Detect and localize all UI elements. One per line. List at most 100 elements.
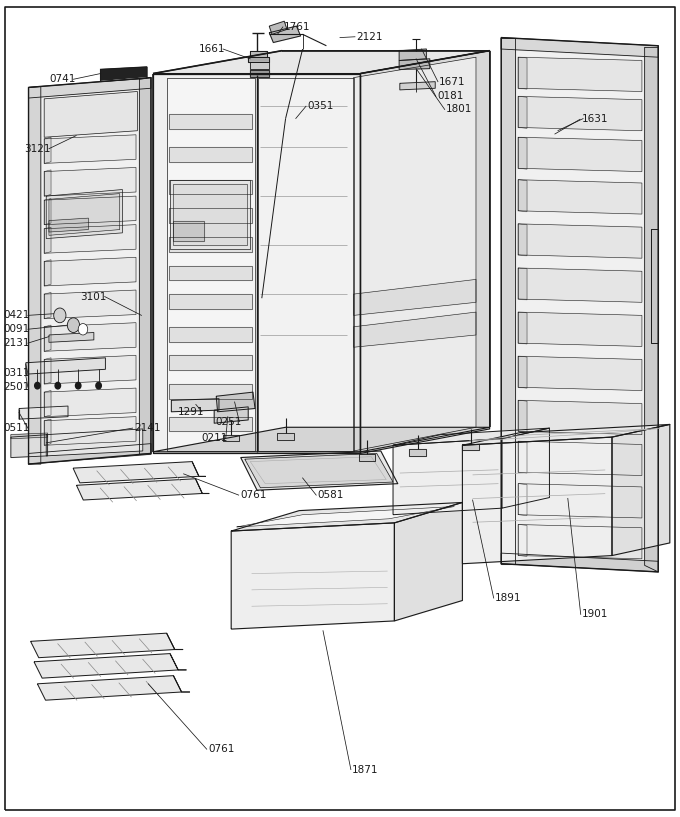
- Text: 0421: 0421: [3, 310, 30, 320]
- Polygon shape: [250, 62, 269, 69]
- Polygon shape: [44, 417, 136, 445]
- Text: 1631: 1631: [581, 114, 608, 124]
- Polygon shape: [612, 425, 670, 556]
- Polygon shape: [153, 74, 360, 453]
- Text: 2501: 2501: [3, 382, 30, 392]
- Polygon shape: [169, 208, 252, 223]
- Polygon shape: [214, 407, 248, 423]
- Polygon shape: [354, 57, 476, 451]
- Polygon shape: [231, 523, 394, 629]
- Polygon shape: [245, 453, 393, 488]
- Polygon shape: [518, 525, 642, 559]
- Polygon shape: [250, 51, 267, 57]
- Text: 0351: 0351: [307, 101, 334, 111]
- Polygon shape: [169, 147, 252, 162]
- Polygon shape: [77, 479, 203, 500]
- Polygon shape: [11, 435, 48, 458]
- Polygon shape: [44, 170, 51, 196]
- Polygon shape: [169, 237, 252, 252]
- Text: 0251: 0251: [215, 417, 241, 426]
- Polygon shape: [216, 392, 255, 412]
- Polygon shape: [354, 312, 476, 347]
- Polygon shape: [44, 199, 51, 225]
- Polygon shape: [44, 290, 136, 319]
- Polygon shape: [359, 454, 375, 461]
- Polygon shape: [269, 21, 287, 34]
- Polygon shape: [192, 462, 205, 476]
- Polygon shape: [44, 137, 51, 163]
- Circle shape: [75, 382, 81, 389]
- Polygon shape: [29, 444, 151, 464]
- Polygon shape: [269, 26, 301, 42]
- Polygon shape: [44, 323, 136, 351]
- Polygon shape: [518, 224, 527, 256]
- Polygon shape: [44, 260, 51, 286]
- Polygon shape: [44, 225, 136, 253]
- Polygon shape: [44, 325, 51, 351]
- Polygon shape: [169, 294, 252, 309]
- Polygon shape: [169, 384, 252, 399]
- Polygon shape: [11, 433, 48, 439]
- Polygon shape: [400, 82, 435, 90]
- Polygon shape: [49, 194, 120, 235]
- Polygon shape: [518, 441, 642, 475]
- Polygon shape: [501, 38, 658, 57]
- Polygon shape: [518, 484, 642, 518]
- Polygon shape: [44, 135, 136, 163]
- Polygon shape: [518, 96, 527, 128]
- Polygon shape: [241, 451, 398, 490]
- Polygon shape: [518, 57, 642, 92]
- Polygon shape: [518, 96, 642, 131]
- Text: 1291: 1291: [177, 407, 204, 417]
- Polygon shape: [19, 406, 68, 419]
- Polygon shape: [101, 67, 147, 82]
- Polygon shape: [277, 433, 294, 440]
- Polygon shape: [360, 51, 490, 453]
- Polygon shape: [170, 654, 186, 670]
- Polygon shape: [44, 358, 51, 384]
- Polygon shape: [518, 484, 527, 516]
- Polygon shape: [31, 633, 175, 658]
- Text: 3121: 3121: [24, 144, 51, 154]
- Polygon shape: [250, 70, 269, 77]
- Polygon shape: [645, 47, 658, 572]
- Polygon shape: [394, 502, 462, 621]
- Polygon shape: [173, 184, 247, 245]
- Polygon shape: [44, 92, 137, 137]
- Text: 1871: 1871: [352, 765, 379, 775]
- Circle shape: [67, 318, 80, 333]
- Text: 0211: 0211: [201, 433, 228, 443]
- Polygon shape: [167, 633, 183, 650]
- Polygon shape: [167, 78, 255, 451]
- Polygon shape: [518, 57, 527, 89]
- Polygon shape: [169, 417, 252, 431]
- Polygon shape: [153, 427, 490, 452]
- Polygon shape: [29, 87, 41, 464]
- Polygon shape: [46, 190, 122, 239]
- Polygon shape: [518, 137, 642, 172]
- Polygon shape: [518, 180, 642, 214]
- Polygon shape: [169, 327, 252, 342]
- Polygon shape: [169, 355, 252, 370]
- Polygon shape: [44, 292, 51, 319]
- Text: 2121: 2121: [356, 32, 383, 42]
- Text: 1761: 1761: [284, 22, 311, 32]
- Text: 0181: 0181: [437, 92, 464, 101]
- Text: 1901: 1901: [582, 609, 609, 619]
- Polygon shape: [518, 180, 527, 212]
- Polygon shape: [399, 59, 430, 69]
- Polygon shape: [49, 218, 88, 232]
- Text: 2141: 2141: [134, 423, 160, 433]
- Circle shape: [54, 308, 66, 323]
- Polygon shape: [518, 525, 527, 556]
- Polygon shape: [258, 78, 354, 451]
- Polygon shape: [518, 400, 527, 432]
- Text: 0091: 0091: [3, 324, 30, 334]
- Circle shape: [55, 382, 61, 389]
- Polygon shape: [29, 78, 151, 464]
- Circle shape: [35, 382, 40, 389]
- Polygon shape: [248, 57, 269, 62]
- Polygon shape: [518, 356, 527, 388]
- Polygon shape: [37, 676, 182, 700]
- Text: 1891: 1891: [495, 593, 522, 603]
